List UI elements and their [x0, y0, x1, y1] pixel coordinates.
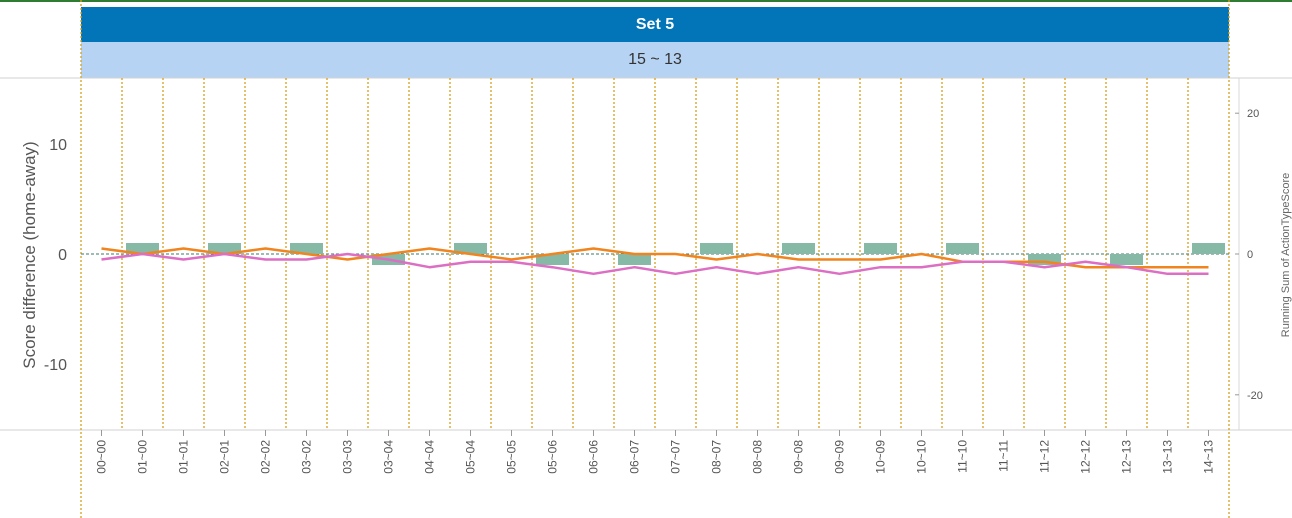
x-tick-label: 06~07 — [628, 440, 642, 474]
y-tick-label: -10 — [44, 357, 67, 374]
x-tick-label: 02~02 — [259, 440, 273, 474]
x-tick-label: 05~05 — [505, 440, 519, 474]
score-bar — [1028, 254, 1061, 265]
score-bar — [126, 243, 159, 254]
x-tick-label: 11~11 — [997, 440, 1011, 472]
y-axis-title: Score difference (home-away) — [20, 141, 39, 369]
x-tick-label: 14~13 — [1202, 440, 1216, 474]
score-bar — [208, 243, 241, 254]
x-tick-label: 12~13 — [1120, 440, 1134, 474]
y2-axis-title: Running Sum of ActionTypeScore — [1280, 172, 1292, 338]
set-title-header: Set 5 — [81, 7, 1229, 42]
axis-layer: 10 0 -10 20 0 -20 00~00 01~00 01~01 02~01 02~02 03~… — [44, 78, 1263, 474]
x-tick-label: 01~01 — [177, 440, 191, 474]
x-tick-label: 07~07 — [669, 440, 683, 474]
score-bar — [864, 243, 897, 254]
y2-tick-label: 20 — [1247, 108, 1259, 120]
score-bar — [290, 243, 323, 254]
x-tick-label: 00~00 — [95, 440, 109, 474]
score-bar — [618, 254, 651, 265]
x-tick-label: 08~07 — [710, 440, 724, 474]
score-bar — [454, 243, 487, 254]
score-bar — [946, 243, 979, 254]
series-line-1 — [101, 247, 1209, 269]
x-tick-label: 09~08 — [792, 440, 806, 474]
line-layer — [101, 247, 1209, 276]
x-tick-label: 01~00 — [136, 440, 150, 474]
x-tick-label: 12~12 — [1079, 440, 1093, 474]
score-bar — [1192, 243, 1225, 254]
x-tick-label: 06~06 — [587, 440, 601, 474]
y-tick-label: 10 — [49, 137, 67, 154]
x-tick-label: 03~03 — [341, 440, 355, 474]
x-tick-label: 11~12 — [1038, 440, 1052, 473]
x-tick-label: 11~10 — [956, 440, 970, 473]
score-bar — [1110, 254, 1143, 265]
x-tick-label: 10~09 — [874, 440, 888, 474]
x-tick-label: 08~08 — [751, 440, 765, 474]
x-tick-label: 02~01 — [218, 440, 232, 474]
x-tick-label: 10~10 — [915, 440, 929, 474]
x-tick-label: 09~09 — [833, 440, 847, 474]
top-border-line — [0, 0, 1292, 2]
x-tick-label: 03~04 — [382, 440, 396, 474]
series-line-2 — [101, 252, 1209, 276]
score-bar — [782, 243, 815, 254]
y-tick-label: 0 — [58, 247, 67, 264]
score-bar — [700, 243, 733, 254]
x-tick-label: 05~04 — [464, 440, 478, 474]
x-tick-label: 05~06 — [546, 440, 560, 474]
x-tick-label: 03~02 — [300, 440, 314, 474]
y2-tick-label: -20 — [1247, 390, 1263, 402]
x-tick-label: 04~04 — [423, 440, 437, 474]
set-score-header: 15 ~ 13 — [81, 42, 1229, 78]
y2-tick-label: 0 — [1247, 249, 1253, 261]
score-bar — [536, 254, 569, 265]
bar-layer — [126, 243, 1225, 265]
x-tick-label: 13~13 — [1161, 440, 1175, 474]
